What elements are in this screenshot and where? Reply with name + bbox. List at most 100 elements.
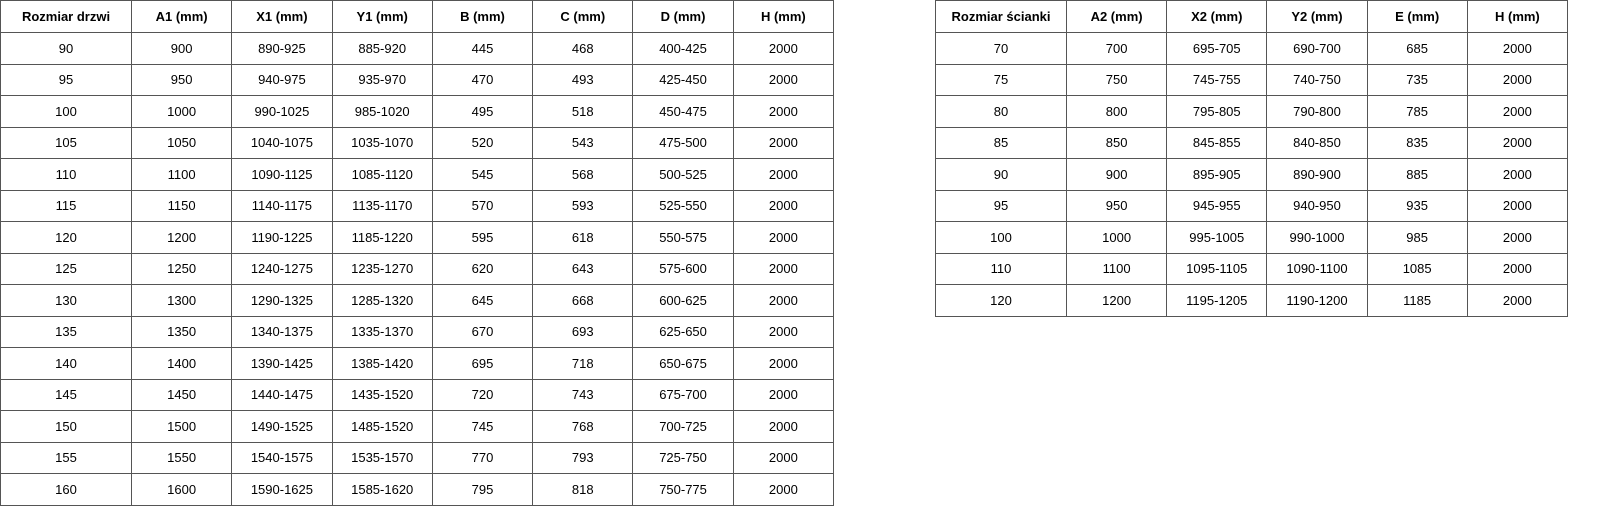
table-cell: 945-955 [1166, 189, 1268, 222]
table-cell: 2000 [1466, 221, 1569, 254]
table-cell: 2000 [732, 378, 835, 411]
table-cell: 770 [431, 441, 534, 474]
table-cell: 1335-1370 [331, 315, 433, 348]
table-cell: 935 [1366, 189, 1468, 222]
table-cell: 120 [0, 221, 132, 254]
table-row: 120 1200 1190-1225 1185-1220 595 618 550-575 20… [0, 221, 835, 254]
table-cell: 990-1000 [1266, 221, 1368, 254]
table-cell: 2000 [732, 441, 835, 474]
table-row: 125 1250 1240-1275 1235-1270 620 643 575-600 20… [0, 252, 835, 285]
table-cell: 818 [532, 473, 634, 506]
table-cell: 990-1025 [231, 95, 333, 128]
table-cell: 935-970 [331, 63, 433, 96]
table-cell: 1090-1125 [231, 158, 333, 191]
table-cell: 545 [431, 158, 534, 191]
table-cell: 120 [935, 284, 1067, 317]
table-cell: 520 [431, 126, 534, 159]
table-cell: 2000 [1466, 126, 1569, 159]
table-cell: 1100 [1065, 252, 1168, 285]
table-row: 85 850 845-855 840-850 835 2000 [935, 126, 1569, 159]
table-cell: 2000 [732, 473, 835, 506]
table-cell: 595 [431, 221, 534, 254]
table-cell: 790-800 [1266, 95, 1368, 128]
table-cell: 470 [431, 63, 534, 96]
table-cell: 618 [532, 221, 634, 254]
table-cell: 885-920 [331, 32, 433, 65]
table-cell: 1500 [130, 410, 233, 443]
table-cell: 720 [431, 378, 534, 411]
table-cell: 450-475 [632, 95, 734, 128]
table-row: 155 1550 1540-1575 1535-1570 770 793 725-750 20… [0, 441, 835, 474]
table-cell: 2000 [732, 189, 835, 222]
table-cell: 1300 [130, 284, 233, 317]
table-cell: 835 [1366, 126, 1468, 159]
table-cell: 670 [431, 315, 534, 348]
table-cell: 475-500 [632, 126, 734, 159]
table-cell: 593 [532, 189, 634, 222]
column-header: H (mm) [1466, 0, 1569, 33]
table-cell: 795-805 [1166, 95, 1268, 128]
table-cell: 1140-1175 [231, 189, 333, 222]
table-cell: 2000 [732, 284, 835, 317]
table-cell: 768 [532, 410, 634, 443]
table-cell: 745-755 [1166, 63, 1268, 96]
column-header: C (mm) [532, 0, 634, 33]
table-cell: 800 [1065, 95, 1168, 128]
table-cell: 85 [935, 126, 1067, 159]
table-cell: 525-550 [632, 189, 734, 222]
table-cell: 695 [431, 347, 534, 380]
table-cell: 1085 [1366, 252, 1468, 285]
table-cell: 600-625 [632, 284, 734, 317]
table-row: 110 1100 1090-1125 1085-1120 545 568 500-525 20… [0, 158, 835, 191]
table-row: 95 950 940-975 935-970 470 493 425-450 2000 [0, 63, 835, 96]
table-cell: 2000 [732, 347, 835, 380]
table-row: 75 750 745-755 740-750 735 2000 [935, 63, 1569, 96]
table-cell: 1195-1205 [1166, 284, 1268, 317]
table-cell: 145 [0, 378, 132, 411]
table-cell: 845-855 [1166, 126, 1268, 159]
table-cell: 2000 [732, 252, 835, 285]
table-cell: 940-975 [231, 63, 333, 96]
column-header: A2 (mm) [1065, 0, 1168, 33]
table-cell: 725-750 [632, 441, 734, 474]
table-cell: 940-950 [1266, 189, 1368, 222]
table-cell: 1200 [1065, 284, 1168, 317]
wall-size-table: Rozmiar ścianki A2 (mm) X2 (mm) Y2 (mm) E (m… [935, 0, 1569, 317]
table-cell: 850 [1065, 126, 1168, 159]
table-cell: 645 [431, 284, 534, 317]
table-cell: 795 [431, 473, 534, 506]
table-row: 135 1350 1340-1375 1335-1370 670 693 625-650 20… [0, 315, 835, 348]
table-cell: 743 [532, 378, 634, 411]
table-header-row: Rozmiar ścianki A2 (mm) X2 (mm) Y2 (mm) E (m… [935, 0, 1569, 33]
table-cell: 1285-1320 [331, 284, 433, 317]
table-cell: 2000 [1466, 95, 1569, 128]
table-cell: 995-1005 [1166, 221, 1268, 254]
table-header-row: Rozmiar drzwi A1 (mm) X1 (mm) Y1 (mm) B (mm)… [0, 0, 835, 33]
table-cell: 700-725 [632, 410, 734, 443]
column-header: A1 (mm) [130, 0, 233, 33]
column-header: Y1 (mm) [331, 0, 433, 33]
table-cell: 568 [532, 158, 634, 191]
table-cell: 885 [1366, 158, 1468, 191]
table-row: 145 1450 1440-1475 1435-1520 720 743 675-700 20… [0, 378, 835, 411]
table-cell: 1385-1420 [331, 347, 433, 380]
table-row: 120 1200 1195-1205 1190-1200 1185 2000 [935, 284, 1569, 317]
table-cell: 1550 [130, 441, 233, 474]
column-header: B (mm) [431, 0, 534, 33]
table-cell: 70 [935, 32, 1067, 65]
table-cell: 2000 [1466, 32, 1569, 65]
table-cell: 1095-1105 [1166, 252, 1268, 285]
table-cell: 493 [532, 63, 634, 96]
table-cell: 135 [0, 315, 132, 348]
table-cell: 130 [0, 284, 132, 317]
table-cell: 900 [130, 32, 233, 65]
table-cell: 1535-1570 [331, 441, 433, 474]
table-cell: 95 [0, 63, 132, 96]
table-row: 100 1000 995-1005 990-1000 985 2000 [935, 221, 1569, 254]
table-cell: 1000 [130, 95, 233, 128]
table-cell: 1600 [130, 473, 233, 506]
table-cell: 150 [0, 410, 132, 443]
table-cell: 110 [935, 252, 1067, 285]
table-cell: 1150 [130, 189, 233, 222]
table-cell: 2000 [1466, 63, 1569, 96]
